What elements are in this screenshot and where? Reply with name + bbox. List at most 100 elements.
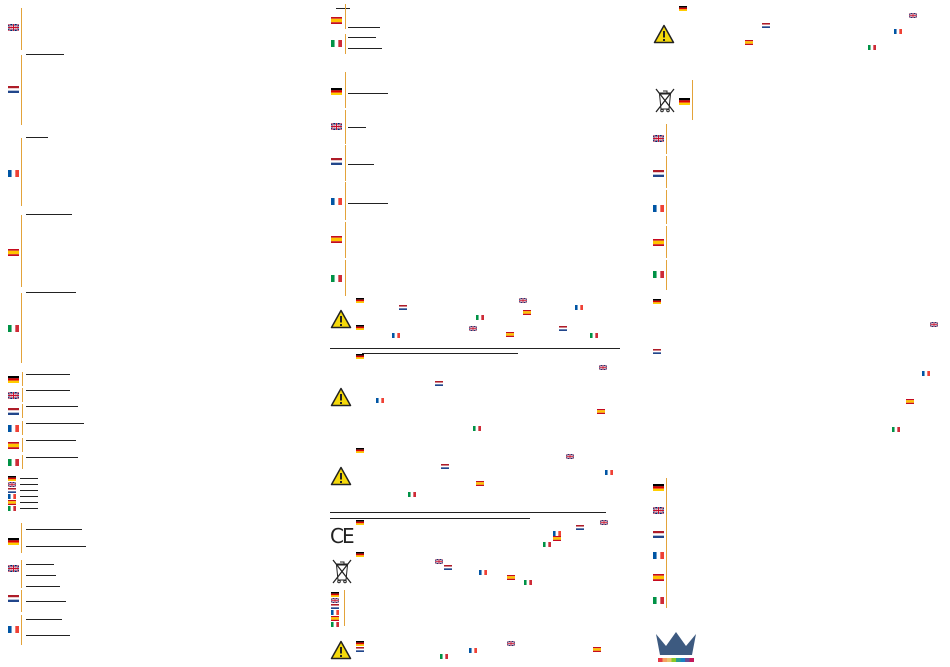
- flag-fr-icon: [479, 570, 487, 575]
- flag-nl-icon: [653, 170, 664, 177]
- flag-it-icon: [653, 597, 664, 604]
- flag-nl-icon: [8, 408, 19, 415]
- flag-gb-icon: [599, 365, 607, 370]
- flag-fr-icon: [553, 531, 561, 536]
- heading-underline: [348, 27, 380, 28]
- heading-underline: [348, 203, 388, 204]
- flag-nl-icon: [435, 381, 443, 386]
- heading-underline: [26, 406, 78, 407]
- flag-es-icon: [8, 442, 19, 449]
- flag-de-icon: [356, 520, 364, 525]
- flag-it-icon: [8, 325, 19, 332]
- section-separator: [22, 421, 23, 435]
- flag-fr-icon: [653, 552, 664, 559]
- heading-underline: [348, 37, 376, 38]
- flag-it-icon: [331, 40, 342, 47]
- section-separator: [21, 215, 22, 287]
- section-separator: [21, 8, 22, 50]
- flag-de-icon: [356, 448, 364, 453]
- flag-it-icon: [331, 622, 339, 627]
- flag-gb-icon: [519, 298, 527, 303]
- heading-underline: [26, 575, 56, 576]
- heading-underline: [26, 423, 84, 424]
- flag-de-icon: [653, 299, 661, 304]
- flag-es-icon: [8, 249, 19, 256]
- flag-de-icon: [679, 98, 690, 105]
- flag-fr-icon: [653, 205, 664, 212]
- section-separator: [692, 80, 693, 120]
- section-separator: [666, 156, 667, 188]
- flag-de-icon: [8, 538, 19, 545]
- flag-es-icon: [506, 332, 514, 337]
- flag-gb-icon: [331, 598, 339, 603]
- flag-de-icon: [8, 476, 16, 481]
- flag-nl-icon: [559, 326, 567, 331]
- flag-de-icon: [356, 552, 364, 557]
- flag-gb-icon: [8, 24, 19, 31]
- flag-fr-icon: [8, 170, 19, 177]
- section-divider: [330, 512, 606, 513]
- section-separator: [21, 615, 22, 645]
- heading-underline: [26, 586, 60, 587]
- heading-underline: [26, 374, 70, 375]
- flag-it-icon: [8, 506, 16, 511]
- flag-nl-icon: [399, 305, 407, 310]
- flag-nl-icon: [331, 604, 339, 609]
- heading-underline: [20, 484, 38, 485]
- flag-de-icon: [356, 298, 364, 303]
- flag-es-icon: [906, 399, 914, 404]
- section-separator: [345, 145, 346, 181]
- flag-fr-icon: [8, 425, 19, 432]
- section-separator: [666, 226, 667, 258]
- section-separator: [22, 388, 23, 402]
- flag-gb-icon: [331, 123, 342, 130]
- flag-de-icon: [331, 88, 342, 95]
- section-separator: [21, 138, 22, 206]
- flag-gb-icon: [507, 641, 515, 646]
- flag-es-icon: [507, 575, 515, 580]
- flag-it-icon: [440, 654, 448, 659]
- heading-underline: [26, 440, 76, 441]
- heading-underline: [348, 127, 366, 128]
- flag-es-icon: [331, 616, 339, 621]
- section-separator: [345, 222, 346, 258]
- section-separator: [666, 478, 667, 608]
- flag-de-icon: [356, 325, 364, 330]
- warning-icon: [330, 466, 352, 486]
- heading-underline: [26, 619, 62, 620]
- section-separator: [344, 590, 345, 626]
- flag-fr-icon: [331, 610, 339, 615]
- section-separator: [21, 55, 22, 125]
- heading-underline: [336, 8, 350, 9]
- flag-nl-icon: [8, 86, 19, 93]
- ce-mark-icon: CE: [330, 524, 355, 548]
- flag-es-icon: [523, 310, 531, 315]
- flag-it-icon: [331, 275, 342, 282]
- warning-icon: [330, 640, 352, 660]
- section-separator: [22, 438, 23, 452]
- flag-it-icon: [868, 45, 876, 50]
- section-separator: [21, 560, 22, 588]
- flag-gb-icon: [8, 565, 19, 572]
- flag-es-icon: [593, 647, 601, 652]
- heading-underline: [26, 137, 48, 138]
- heading-underline: [26, 390, 70, 391]
- heading-underline: [26, 529, 82, 530]
- heading-underline: [26, 457, 78, 458]
- heading-underline: [20, 508, 38, 509]
- flag-nl-icon: [444, 565, 452, 570]
- flag-it-icon: [543, 542, 551, 547]
- flag-gb-icon: [8, 482, 16, 487]
- flag-it-icon: [473, 426, 481, 431]
- flag-gb-icon: [469, 326, 477, 331]
- heading-underline: [20, 496, 38, 497]
- section-separator: [22, 372, 23, 386]
- flag-de-icon: [8, 376, 19, 383]
- flag-de-icon: [356, 354, 364, 359]
- flag-gb-icon: [8, 392, 19, 399]
- crown-logo-icon: [654, 630, 698, 664]
- section-separator: [345, 182, 346, 220]
- flag-gb-icon: [930, 322, 938, 327]
- warning-icon: [330, 309, 352, 329]
- flag-nl-icon: [8, 488, 16, 493]
